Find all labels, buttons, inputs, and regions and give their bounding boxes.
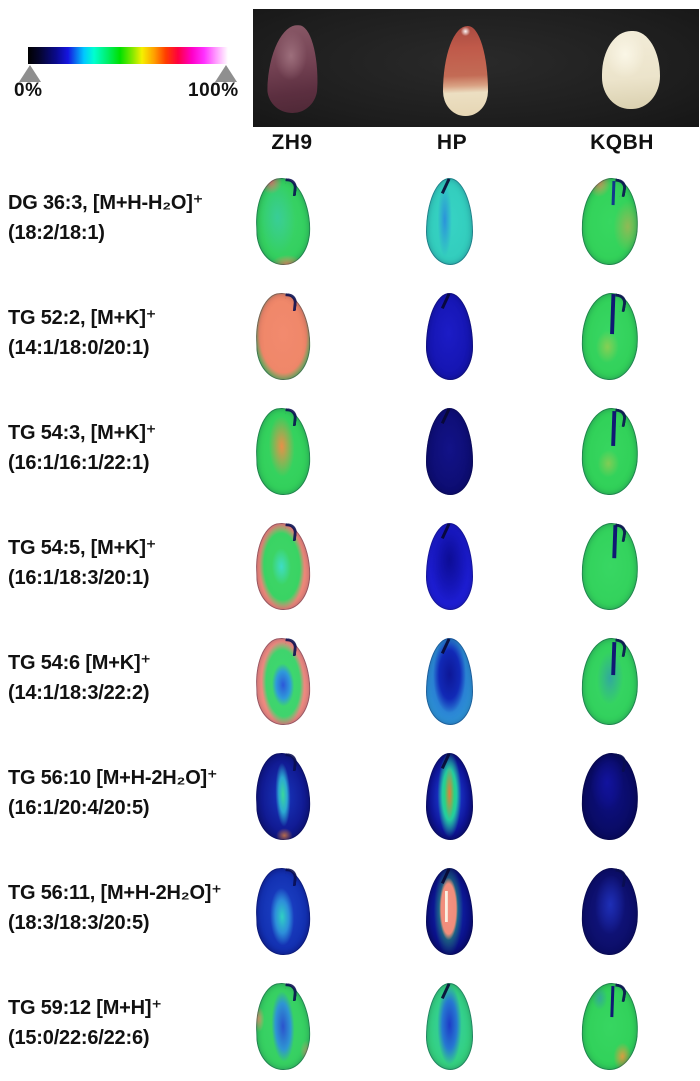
msi-image-hp xyxy=(426,753,473,840)
embryo-mark-icon xyxy=(440,753,454,771)
column-header-zh9: ZH9 xyxy=(271,131,313,154)
embryo-mark-icon xyxy=(283,523,298,542)
embryo-mark-icon xyxy=(612,523,628,543)
lipid-ion-label: TG 54:6 [M+K]⁺ xyxy=(8,652,151,674)
msi-image-kqbh xyxy=(580,292,640,381)
lipid-row: DG 36:3, [M+H-H₂O]⁺ (18:2/18:1) xyxy=(0,177,700,293)
embryo-mark-icon xyxy=(440,178,454,196)
acyl-chains-label: (16:1/16:1/22:1) xyxy=(8,452,150,474)
msi-image-zh9 xyxy=(254,982,312,1071)
intensity-colorbar xyxy=(28,47,228,64)
msi-image-zh9 xyxy=(254,407,312,496)
seed-photo-zh9 xyxy=(266,24,320,114)
column-header-kqbh: KQBH xyxy=(590,131,654,154)
embryo-mark-icon xyxy=(440,638,454,656)
msi-image-zh9 xyxy=(254,867,312,956)
msi-image-zh9 xyxy=(254,522,312,611)
colorbar-min-marker-icon xyxy=(19,65,41,82)
embryo-mark-icon xyxy=(283,638,298,657)
seed-photo-kqbh xyxy=(602,31,660,109)
lipid-row: TG 54:3, [M+K]⁺ (16:1/16:1/22:1) xyxy=(0,407,700,523)
seed-photo-panel xyxy=(253,9,699,127)
embryo-mark-icon xyxy=(283,178,298,197)
lipid-row: TG 52:2, [M+K]⁺ (14:1/18:0/20:1) xyxy=(0,292,700,408)
lipid-label: TG 54:3, [M+K]⁺ (16:1/16:1/22:1) xyxy=(8,418,280,478)
lipid-label: TG 59:12 [M+H]⁺ (15:0/22:6/22:6) xyxy=(8,993,280,1053)
embryo-mark-icon xyxy=(612,638,628,658)
acyl-chains-label: (16:1/18:3/20:1) xyxy=(8,567,150,589)
msi-image-hp xyxy=(426,983,473,1070)
embryo-mark-icon xyxy=(283,983,298,1002)
lipid-label: TG 54:6 [M+K]⁺ (14:1/18:3/22:2) xyxy=(8,648,280,708)
embryo-mark-icon xyxy=(612,753,628,773)
embryo-mark-icon xyxy=(612,868,628,888)
msi-image-kqbh xyxy=(580,407,640,496)
lipid-label: TG 56:10 [M+H-2H₂O]⁺ (16:1/20:4/20:5) xyxy=(8,763,280,823)
acyl-chains-label: (16:1/20:4/20:5) xyxy=(8,797,150,819)
msi-image-hp xyxy=(426,408,473,495)
column-header-hp: HP xyxy=(436,131,468,154)
lipid-label: DG 36:3, [M+H-H₂O]⁺ (18:2/18:1) xyxy=(8,188,280,248)
msi-image-zh9 xyxy=(254,177,312,266)
acyl-chains-label: (18:2/18:1) xyxy=(8,222,105,244)
colorbar-max-label: 100% xyxy=(188,80,239,101)
msi-image-hp xyxy=(426,868,473,955)
embryo-mark-icon xyxy=(283,293,298,312)
msi-image-kqbh xyxy=(580,637,640,726)
lipid-label: TG 56:11, [M+H-2H₂O]⁺ (18:3/18:3/20:5) xyxy=(8,878,280,938)
msi-image-zh9 xyxy=(254,752,312,841)
lipid-ion-label: TG 54:3, [M+K]⁺ xyxy=(8,422,157,444)
lipid-row: TG 56:11, [M+H-2H₂O]⁺ (18:3/18:3/20:5) xyxy=(0,867,700,983)
acyl-chains-label: (15:0/22:6/22:6) xyxy=(8,1027,150,1049)
lipid-ion-label: TG 59:12 [M+H]⁺ xyxy=(8,997,162,1019)
msi-image-hp xyxy=(426,523,473,610)
lipid-row: TG 54:5, [M+K]⁺ (16:1/18:3/20:1) xyxy=(0,522,700,638)
embryo-mark-icon xyxy=(283,753,298,772)
lipid-label: TG 54:5, [M+K]⁺ (16:1/18:3/20:1) xyxy=(8,533,280,593)
embryo-mark-icon xyxy=(283,408,298,427)
lipid-ion-label: TG 56:11, [M+H-2H₂O]⁺ xyxy=(8,882,222,904)
lipid-ion-label: TG 52:2, [M+K]⁺ xyxy=(8,307,157,329)
lipid-row: TG 59:12 [M+H]⁺ (15:0/22:6/22:6) xyxy=(0,982,700,1081)
colorbar-min-label: 0% xyxy=(14,80,43,101)
msi-image-zh9 xyxy=(254,637,312,726)
lipid-ion-label: TG 56:10 [M+H-2H₂O]⁺ xyxy=(8,767,218,789)
lipid-ion-label: TG 54:5, [M+K]⁺ xyxy=(8,537,157,559)
lipid-label: TG 52:2, [M+K]⁺ (14:1/18:0/20:1) xyxy=(8,303,280,363)
embryo-mark-icon xyxy=(440,983,454,1001)
msi-image-hp xyxy=(426,293,473,380)
acyl-chains-label: (18:3/18:3/20:5) xyxy=(8,912,150,934)
seed-photo-hp xyxy=(443,26,488,116)
lipid-row: TG 54:6 [M+K]⁺ (14:1/18:3/22:2) xyxy=(0,637,700,753)
msi-image-hp xyxy=(426,178,473,265)
msi-image-zh9 xyxy=(254,292,312,381)
lipid-ion-label: DG 36:3, [M+H-H₂O]⁺ xyxy=(8,192,204,214)
msi-image-kqbh xyxy=(580,752,640,841)
embryo-mark-icon xyxy=(440,523,454,541)
msi-image-kqbh xyxy=(580,522,640,611)
embryo-mark-icon xyxy=(612,178,628,198)
embryo-mark-icon xyxy=(283,868,298,887)
embryo-mark-icon xyxy=(440,868,454,886)
embryo-mark-icon xyxy=(440,408,454,426)
embryo-mark-icon xyxy=(612,293,628,313)
embryo-mark-icon xyxy=(612,983,628,1003)
msi-image-kqbh xyxy=(580,177,640,266)
msi-image-kqbh xyxy=(580,867,640,956)
msi-image-hp xyxy=(426,638,473,725)
lipid-row: TG 56:10 [M+H-2H₂O]⁺ (16:1/20:4/20:5) xyxy=(0,752,700,868)
colorbar-max-marker-icon xyxy=(215,65,237,82)
msi-image-kqbh xyxy=(580,982,640,1071)
embryo-mark-icon xyxy=(612,408,628,428)
acyl-chains-label: (14:1/18:3/22:2) xyxy=(8,682,150,704)
acyl-chains-label: (14:1/18:0/20:1) xyxy=(8,337,150,359)
embryo-mark-icon xyxy=(440,293,454,311)
